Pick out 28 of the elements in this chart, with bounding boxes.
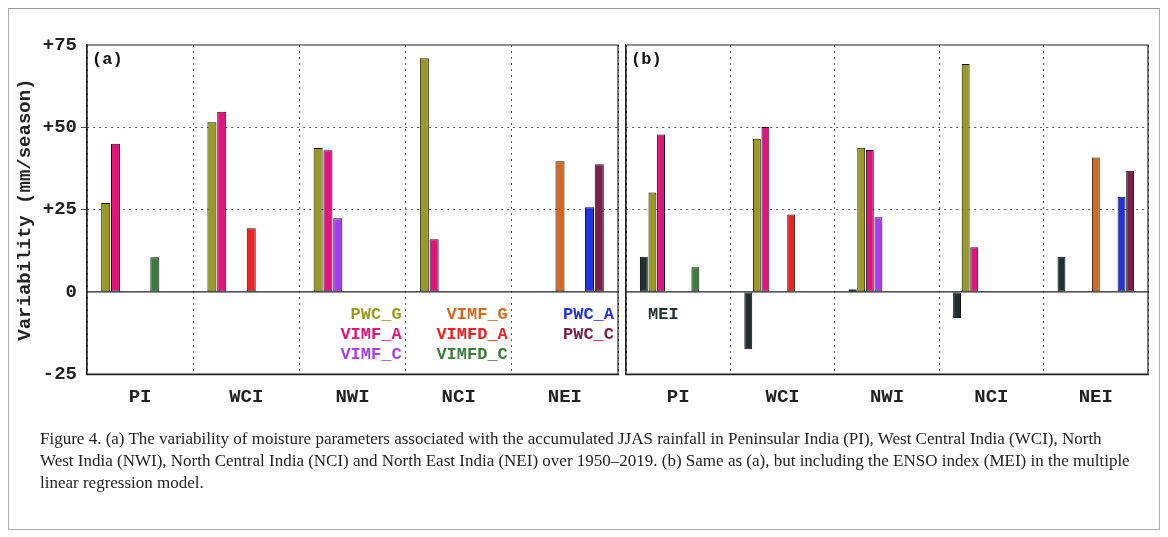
x-tick-label: WCI xyxy=(229,386,264,409)
text: VIMF_G xyxy=(446,304,508,324)
text: VIMFD_C xyxy=(436,344,508,364)
text: VIMFD_A xyxy=(436,324,509,344)
x-tick-label: NEI xyxy=(547,386,583,409)
x-tick-label: NCI xyxy=(974,386,1009,409)
series-label: PWC_A xyxy=(562,304,615,324)
series-label: MEI xyxy=(648,304,679,324)
x-tick-label: NWI xyxy=(335,386,370,409)
caption: Figure 4. (a) The variability of moisture parameters associated with the accumulated JJAS rainfall in Peninsular India (PI), West Central India (WCI), North West India (NWI), North Central India (NCI) and North East India (NEI) over 1950–2019. (b) Same as (a), but including the ENSO index (MEI) in the multiple linear regression model. xyxy=(40,428,1130,494)
y-tick-label: 0 xyxy=(65,280,78,303)
x-tick-label: WCI xyxy=(765,386,800,409)
x-tick-label: NCI xyxy=(441,386,476,409)
y-tick-label: +25 xyxy=(42,198,78,221)
text: VIMF_A xyxy=(340,324,403,344)
chart-title: (a) xyxy=(92,49,123,69)
series-label: PWC_G xyxy=(350,304,402,324)
y-tick-label: +75 xyxy=(42,33,78,56)
x-tick-label: PI xyxy=(666,386,690,409)
y-axis-title: Variability (mm/season) xyxy=(14,78,37,341)
chart-title: (b) xyxy=(631,49,662,69)
x-tick-label: NWI xyxy=(869,386,905,409)
text: PWC_C xyxy=(562,324,614,344)
text: VIMF_C xyxy=(340,344,402,364)
x-tick-label: PI xyxy=(128,386,152,409)
x-tick-label: NEI xyxy=(1078,386,1113,409)
y-tick-label: +50 xyxy=(42,116,78,139)
y-tick-label: -25 xyxy=(42,362,78,385)
